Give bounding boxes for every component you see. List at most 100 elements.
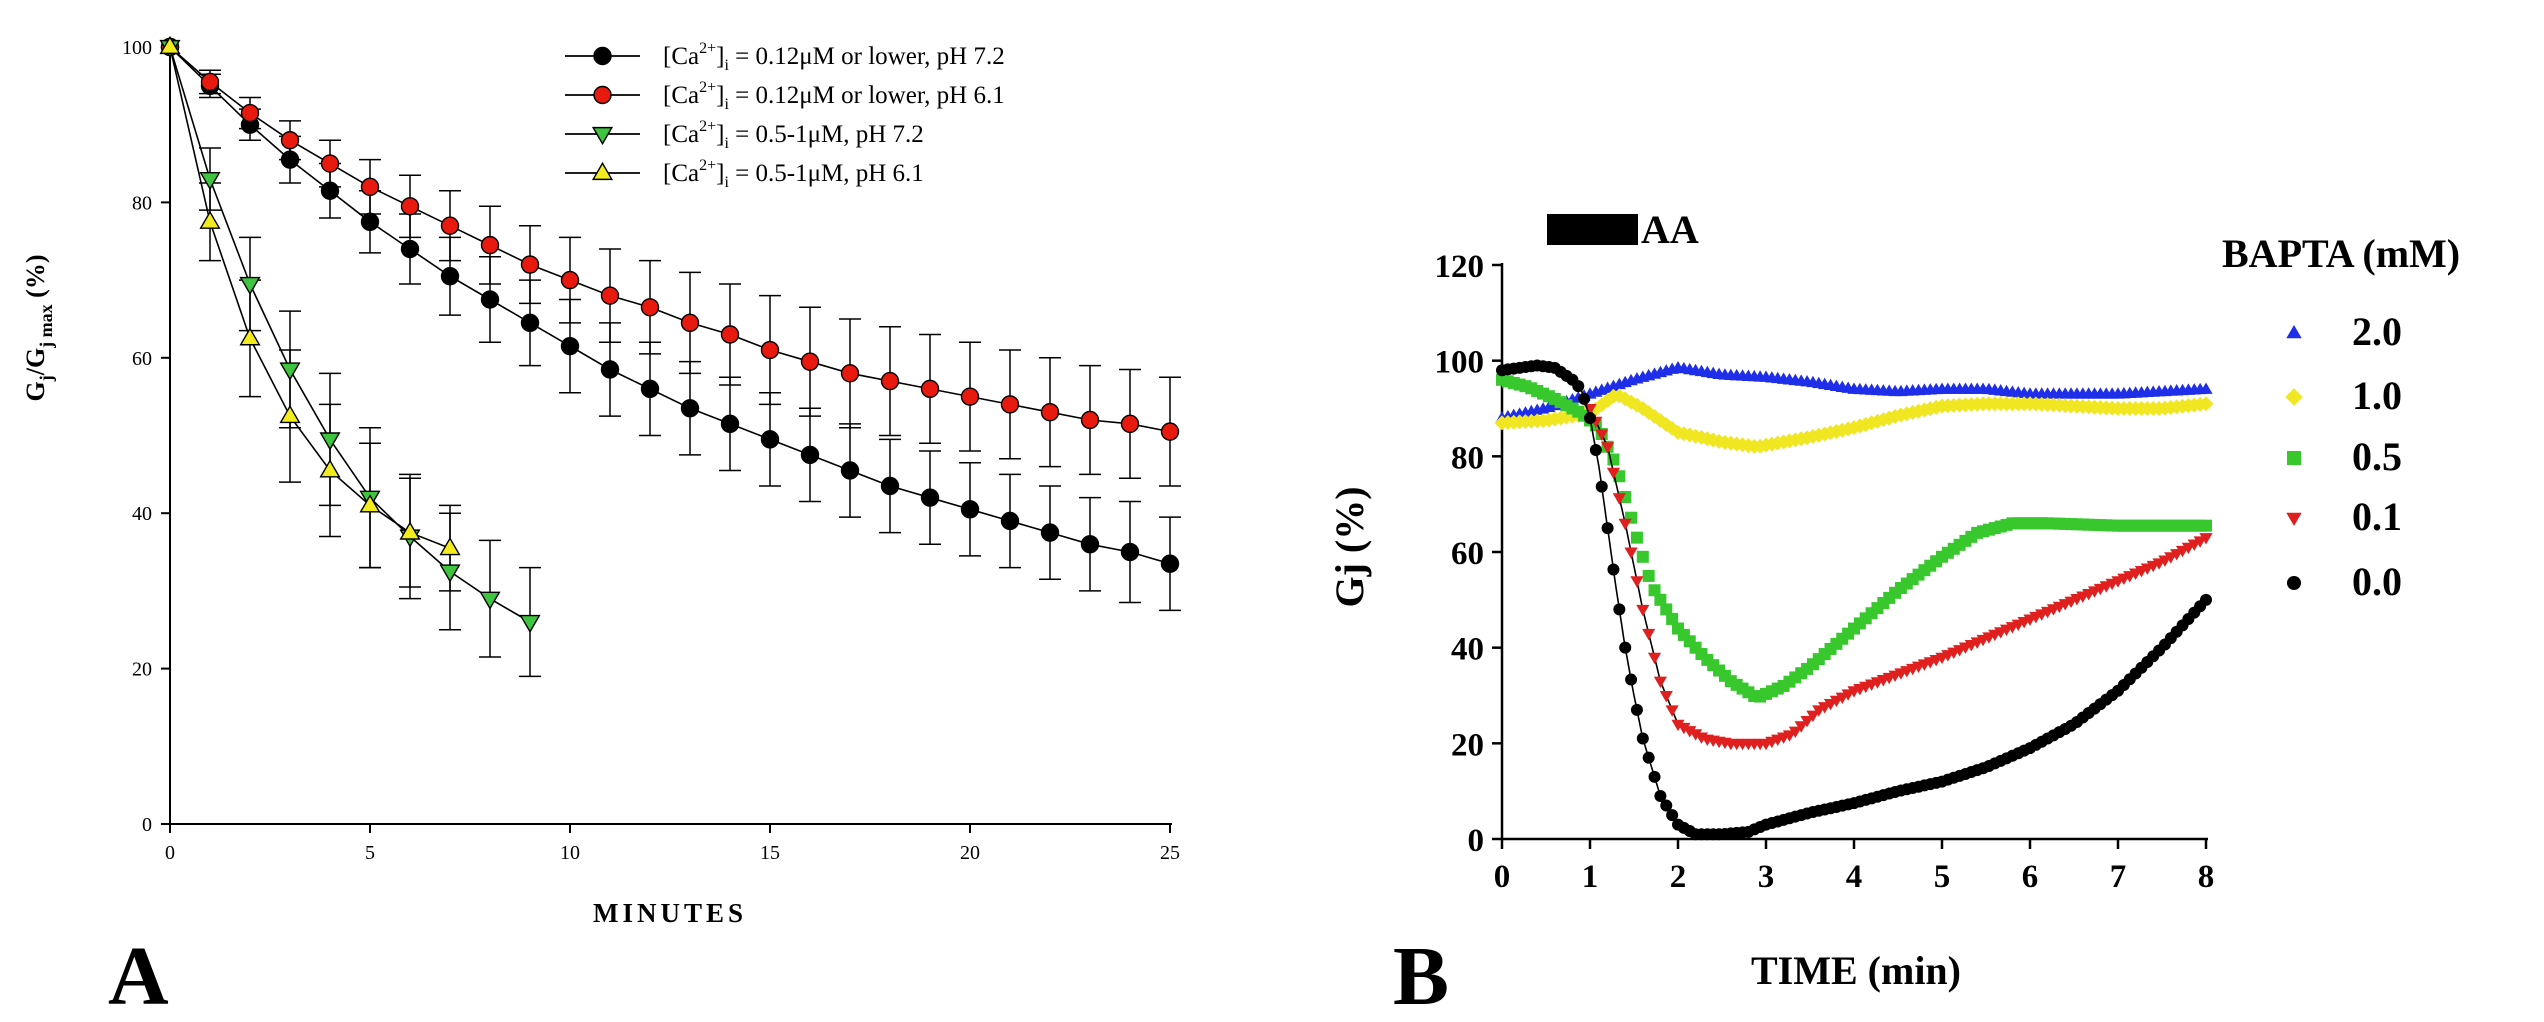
panel-a-point-s0 — [680, 399, 700, 418]
panel-b-point-0.1 — [1624, 547, 1638, 559]
panel-a-y-axis-label: Gj/Gj max (%) — [21, 254, 56, 401]
panel-b-point-0.0 — [1625, 673, 1638, 686]
panel-a-y-tick-label: 60 — [132, 348, 152, 370]
panel-a-chart: 0 20 40 60 80 100 0 5 10 15 20 25 Gj/Gj max (%) MIN… — [21, 35, 1181, 928]
panel-a-y-tick-label: 80 — [132, 192, 152, 214]
panel-a-point-s1 — [680, 313, 700, 333]
panel-b-y-tick-label: 60 — [1451, 536, 1484, 572]
panel-a-legend-marker — [593, 46, 612, 66]
panel-b-point-1.0 — [2198, 396, 2214, 412]
panel-b-point-0.0 — [2200, 593, 2212, 606]
panel-a-point-s0 — [720, 414, 740, 434]
panel-a-x-tick-label: 0 — [165, 842, 175, 864]
panel-b-point-0.5 — [1636, 550, 1649, 563]
panel-b-markers — [1494, 359, 2214, 841]
aa-label: AA — [1641, 207, 1699, 252]
panel-b-legend: 2.0 1.0 0.5 0.1 0.0 — [2285, 309, 2402, 604]
panel-a-point-s3 — [159, 35, 181, 55]
panel-a-point-s0 — [1000, 511, 1020, 531]
panel-a-point-s0 — [280, 150, 300, 169]
panel-b-point-0.1 — [1671, 719, 1685, 732]
panel-b-x-tick-label: 1 — [1582, 859, 1599, 895]
panel-b-point-2.0 — [2199, 382, 2213, 394]
panel-a-point-s3 — [359, 494, 381, 513]
panel-b-point-0.1 — [1612, 493, 1626, 505]
panel-a-letter: A — [108, 930, 169, 1022]
panel-a-point-s2 — [279, 362, 301, 381]
panel-b-point-0.1 — [1806, 710, 1820, 723]
panel-a-axes: 0 20 40 60 80 100 0 5 10 15 20 25 — [122, 37, 1180, 864]
panel-b-point-0.0 — [1613, 603, 1626, 616]
panel-a-point-s2 — [319, 432, 341, 451]
panel-b-point-0.0 — [1572, 380, 1585, 393]
panel-b-point-0.1 — [1618, 518, 1632, 531]
panel-b-point-0.5 — [1660, 603, 1673, 616]
panel-b-legend-label: 1.0 — [2352, 373, 2402, 418]
panel-b-point-0.1 — [1788, 726, 1802, 739]
panel-b-point-0.0 — [1601, 522, 1614, 535]
panel-b-point-0.1 — [1659, 691, 1673, 703]
panel-a-legend-marker — [591, 161, 614, 181]
panel-b-point-0.0 — [1619, 641, 1632, 654]
panel-b-point-0.0 — [1666, 809, 1679, 822]
panel-a-legend-label: [Ca2+]i = 0.5-1μM, pH 6.1 — [663, 157, 924, 191]
panel-a-point-s1 — [480, 235, 500, 255]
panel-a-point-s1 — [360, 177, 380, 197]
panel-b-point-0.1 — [1601, 442, 1615, 454]
panel-b-legend-label: 0.1 — [2352, 494, 2402, 539]
panel-a-point-s0 — [1080, 535, 1100, 554]
panel-b-y-axis-label: Gj (%) — [1327, 486, 1372, 607]
panel-a-markers — [159, 35, 1180, 634]
panel-a-y-tick-label: 40 — [132, 503, 152, 525]
panel-a-point-s3 — [279, 404, 301, 424]
panel-b-point-0.0 — [1578, 392, 1591, 405]
panel-a-point-s0 — [760, 430, 780, 449]
panel-b-y-tick-label: 40 — [1451, 632, 1484, 668]
panel-a-x-tick-label: 20 — [960, 842, 980, 864]
panel-a-point-s1 — [400, 197, 420, 216]
panel-a-point-s1 — [1000, 395, 1020, 414]
panel-b-point-0.1 — [1677, 722, 1691, 735]
panel-a-point-s1 — [1120, 414, 1140, 434]
panel-a-legend-marker — [591, 126, 614, 146]
panel-a-point-s0 — [600, 360, 620, 379]
panel-a-point-s0 — [360, 212, 380, 232]
panel-a-x-axis-label: MINUTES — [593, 898, 747, 928]
panel-a-point-s1 — [840, 364, 860, 383]
panel-a-point-s1 — [920, 379, 940, 399]
panel-b-point-0.0 — [1584, 412, 1596, 425]
panel-b-legend-label: 0.0 — [2352, 559, 2402, 604]
panel-a-point-s3 — [239, 327, 261, 346]
panel-b-point-0.1 — [1636, 604, 1650, 617]
panel-a-point-s0 — [320, 181, 340, 200]
panel-a-legend-marker — [593, 85, 612, 105]
panel-b-point-0.1 — [1653, 676, 1667, 689]
panel-a-point-s1 — [520, 255, 540, 274]
panel-b-point-0.1 — [1606, 467, 1621, 480]
panel-a-point-s0 — [920, 488, 940, 507]
panel-a-point-s1 — [760, 340, 780, 360]
panel-b-y-tick-label: 80 — [1451, 440, 1484, 476]
panel-a-point-s2 — [199, 172, 221, 191]
panel-b-point-0.1 — [1642, 628, 1656, 641]
panel-a-legend: [Ca2+]i = 0.12μM or lower, pH 7.2 [Ca2+]i… — [565, 40, 1005, 191]
panel-b-letter: B — [1393, 930, 1449, 1022]
panel-a-point-s1 — [800, 352, 820, 371]
panel-b-legend-marker-0.5 — [2287, 451, 2301, 465]
panel-b-legend-marker-1.0 — [2285, 388, 2303, 406]
panel-b-point-0.0 — [1630, 703, 1643, 716]
panel-a-point-s1 — [1040, 402, 1060, 422]
panel-a-point-s1 — [720, 325, 740, 344]
panel-a-y-tick-label: 20 — [132, 659, 152, 681]
panel-a-point-s1 — [320, 154, 340, 173]
panel-a-x-tick-label: 25 — [1160, 842, 1180, 864]
panel-a-point-s1 — [1080, 410, 1100, 430]
panel-a-point-s1 — [1160, 422, 1180, 441]
panel-b-y-tick-label: 100 — [1435, 345, 1485, 381]
panel-b-x-tick-label: 0 — [1494, 859, 1511, 895]
aa-bar — [1547, 214, 1638, 245]
panel-b-point-0.1 — [1683, 726, 1697, 738]
panel-a-y-tick-label: 100 — [122, 37, 152, 59]
panel-b-legend-label: 0.5 — [2352, 434, 2402, 479]
